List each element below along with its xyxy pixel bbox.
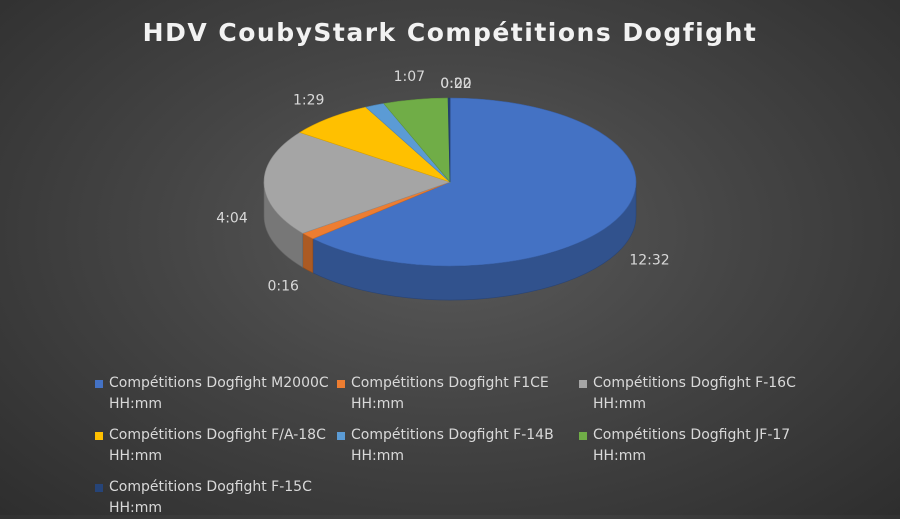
data-label-4-04: 4:04 (216, 210, 248, 226)
data-label-0-02: 0:02 (440, 76, 471, 92)
legend-label: Compétitions Dogfight F-16C HH:mm (593, 375, 796, 412)
pie-slice-4-04 (263, 132, 451, 234)
legend-label: Compétitions Dogfight F/A-18C HH:mm (109, 427, 326, 464)
legend-swatch (337, 432, 345, 440)
data-label-12-32: 12:32 (629, 252, 669, 268)
legend-label: Compétitions Dogfight M2000C HH:mm (109, 375, 329, 412)
legend-label: Compétitions Dogfight F-15C HH:mm (109, 479, 312, 516)
legend-item: Compétitions Dogfight F/A-18C HH:mm (95, 425, 337, 467)
legend-item: Compétitions Dogfight F-14B HH:mm (337, 425, 579, 467)
data-label-1-29: 1:29 (293, 93, 324, 109)
legend-swatch (95, 484, 103, 492)
legend-item: Compétitions Dogfight F-16C HH:mm (579, 373, 821, 415)
legend-item: Compétitions Dogfight F1CE HH:mm (337, 373, 579, 415)
legend-label: Compétitions Dogfight F-14B HH:mm (351, 427, 554, 464)
chart-legend: Compétitions Dogfight M2000C HH:mm Compét… (95, 373, 855, 519)
legend-item: Compétitions Dogfight JF-17 HH:mm (579, 425, 821, 467)
pie-slice-side-0-16 (302, 232, 314, 274)
legend-swatch (337, 380, 345, 388)
legend-item: Compétitions Dogfight M2000C HH:mm (95, 373, 337, 415)
legend-item: Compétitions Dogfight F-15C HH:mm (95, 477, 337, 519)
legend-swatch (579, 380, 587, 388)
data-label-1-07: 1:07 (394, 69, 425, 85)
data-label-0-16: 0:16 (267, 279, 299, 295)
pie-slice-0-02 (447, 97, 451, 183)
legend-swatch (579, 432, 587, 440)
legend-swatch (95, 432, 103, 440)
chart-title: HDV CoubyStark Compétitions Dogfight (142, 18, 758, 47)
legend-swatch (95, 380, 103, 388)
legend-label: Compétitions Dogfight F1CE HH:mm (351, 375, 549, 412)
data-label-0-20: 0:20 (440, 76, 471, 92)
legend-label: Compétitions Dogfight JF-17 HH:mm (593, 427, 791, 464)
pie-slice-12-32 (312, 97, 637, 267)
